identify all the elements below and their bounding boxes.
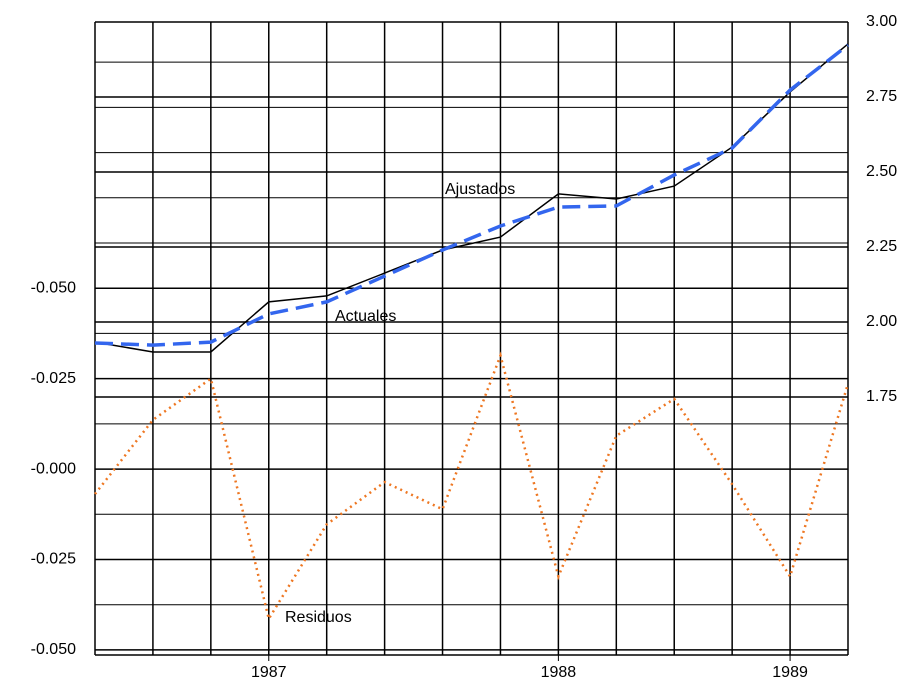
x-tick-label: 1987 [251,664,287,681]
x-tick-label: 1989 [772,664,808,681]
series-label: Actuales [335,308,396,325]
series-line [94,43,850,347]
y2-tick-label: 1.75 [866,388,897,405]
y-tick-label: -0.025 [31,551,76,568]
y-tick-label: -0.025 [31,370,76,387]
y2-tick-label: 2.50 [866,163,897,180]
x-tick-label: 1988 [541,664,577,681]
y2-tick-label: 2.00 [866,313,897,330]
y2-tick-label: 3.00 [866,13,897,30]
y2-tick-label: 2.75 [866,88,897,105]
series-label: Ajustados [445,181,515,198]
y-tick-label: -0.050 [31,641,76,658]
y-tick-label: -0.000 [31,460,76,477]
y-tick-label: -0.050 [31,279,76,296]
series-label: Residuos [285,609,352,626]
y2-tick-label: 2.25 [866,238,897,255]
